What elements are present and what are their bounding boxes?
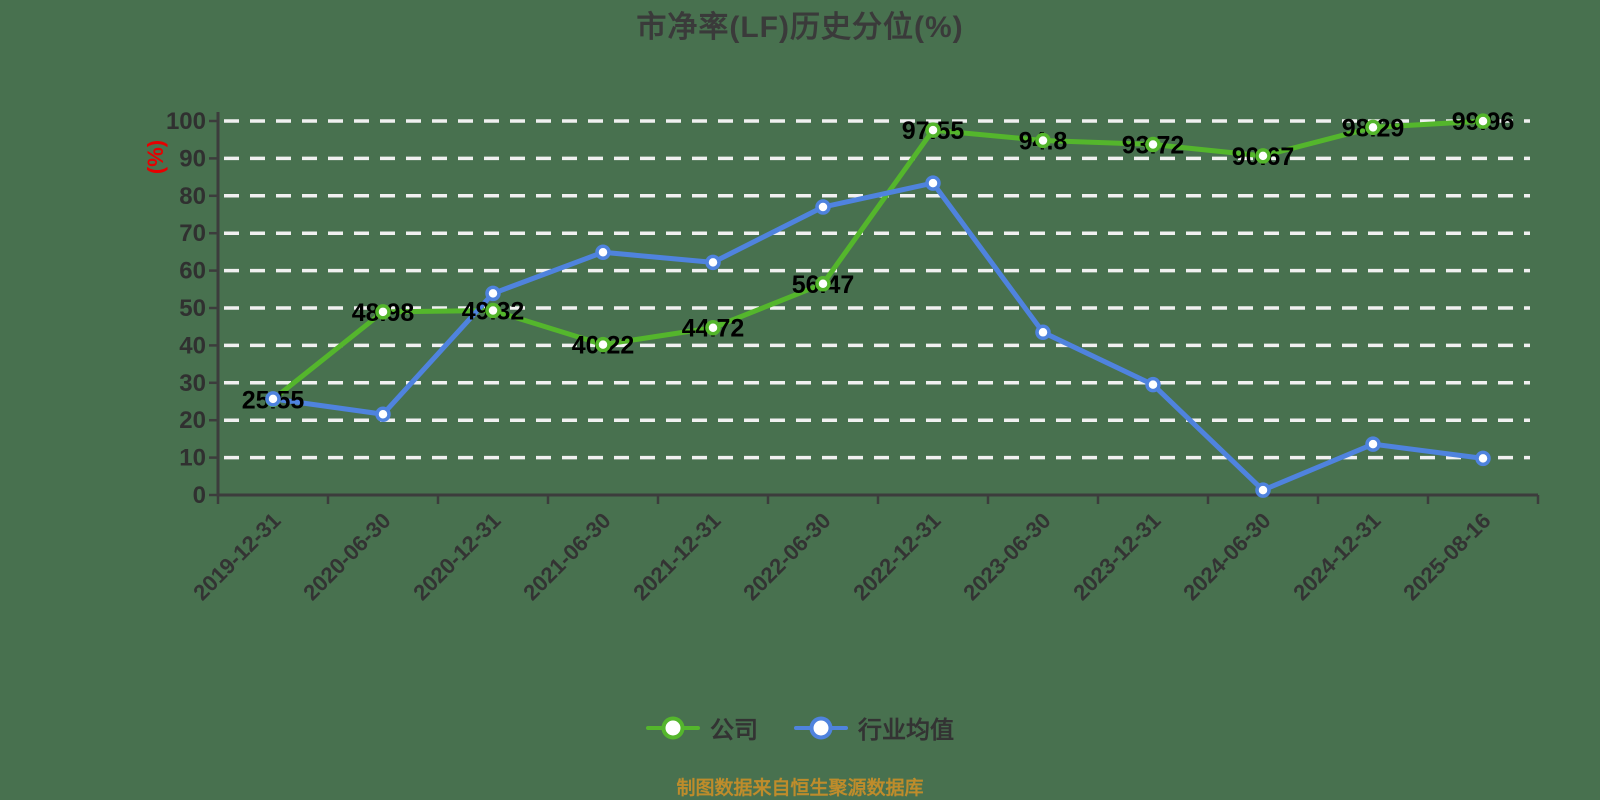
svg-text:2020-12-31: 2020-12-31	[408, 508, 505, 605]
chart-title: 市净率(LF)历史分位(%)	[636, 11, 964, 44]
svg-text:(%): (%)	[143, 140, 168, 174]
svg-text:2022-06-30: 2022-06-30	[738, 508, 835, 605]
svg-text:2019-12-31: 2019-12-31	[188, 508, 285, 605]
svg-text:2022-12-31: 2022-12-31	[848, 508, 945, 605]
svg-text:2021-12-31: 2021-12-31	[628, 508, 725, 605]
y-axis-name: (%)	[143, 140, 168, 174]
legend: 公司 行业均值	[0, 710, 1600, 745]
svg-text:2020-06-30: 2020-06-30	[298, 508, 395, 605]
svg-text:20: 20	[179, 407, 206, 434]
svg-text:40: 40	[179, 332, 206, 359]
svg-text:80: 80	[179, 183, 206, 210]
svg-text:2024-06-30: 2024-06-30	[1178, 508, 1275, 605]
legend-item-company[interactable]: 公司	[646, 710, 758, 745]
legend-label-company: 公司	[710, 717, 758, 744]
svg-text:90: 90	[179, 145, 206, 172]
y-axis-tick-labels: 0 10 20 30 40 50 60 70 80 90 100	[166, 108, 206, 509]
svg-text:2023-06-30: 2023-06-30	[958, 508, 1055, 605]
x-axis-tick-labels: 2019-12-31 2020-06-30 2020-12-31 2021-06-30…	[188, 508, 1495, 605]
series-markers-company	[265, 113, 1491, 408]
svg-text:2024-12-31: 2024-12-31	[1288, 508, 1385, 605]
legend-label-industry: 行业均值	[858, 717, 954, 744]
gridlines	[224, 119, 1530, 460]
svg-text:0: 0	[193, 482, 206, 509]
data-source-note: 制图数据来自恒生聚源数据库	[676, 778, 924, 799]
legend-item-industry-average[interactable]: 行业均值	[794, 710, 954, 745]
series-markers-industry	[265, 175, 1491, 498]
svg-text:2021-06-30: 2021-06-30	[518, 508, 615, 605]
series-line-company	[270, 118, 1486, 402]
data-point-labels: 25.5548.9849.3240.2244.7256.4797.5594.89…	[242, 108, 1515, 414]
svg-text:100: 100	[166, 108, 206, 135]
svg-text:10: 10	[179, 445, 206, 472]
svg-text:2023-12-31: 2023-12-31	[1068, 508, 1165, 605]
industry-series-marker-icon	[794, 714, 848, 742]
axes	[209, 112, 1540, 504]
series-line-industry	[270, 180, 1486, 493]
svg-text:70: 70	[179, 220, 206, 247]
company-series-marker-icon	[646, 714, 700, 742]
svg-text:2025-08-16: 2025-08-16	[1398, 508, 1495, 605]
svg-text:50: 50	[179, 295, 206, 322]
svg-text:30: 30	[179, 370, 206, 397]
svg-text:60: 60	[179, 258, 206, 285]
